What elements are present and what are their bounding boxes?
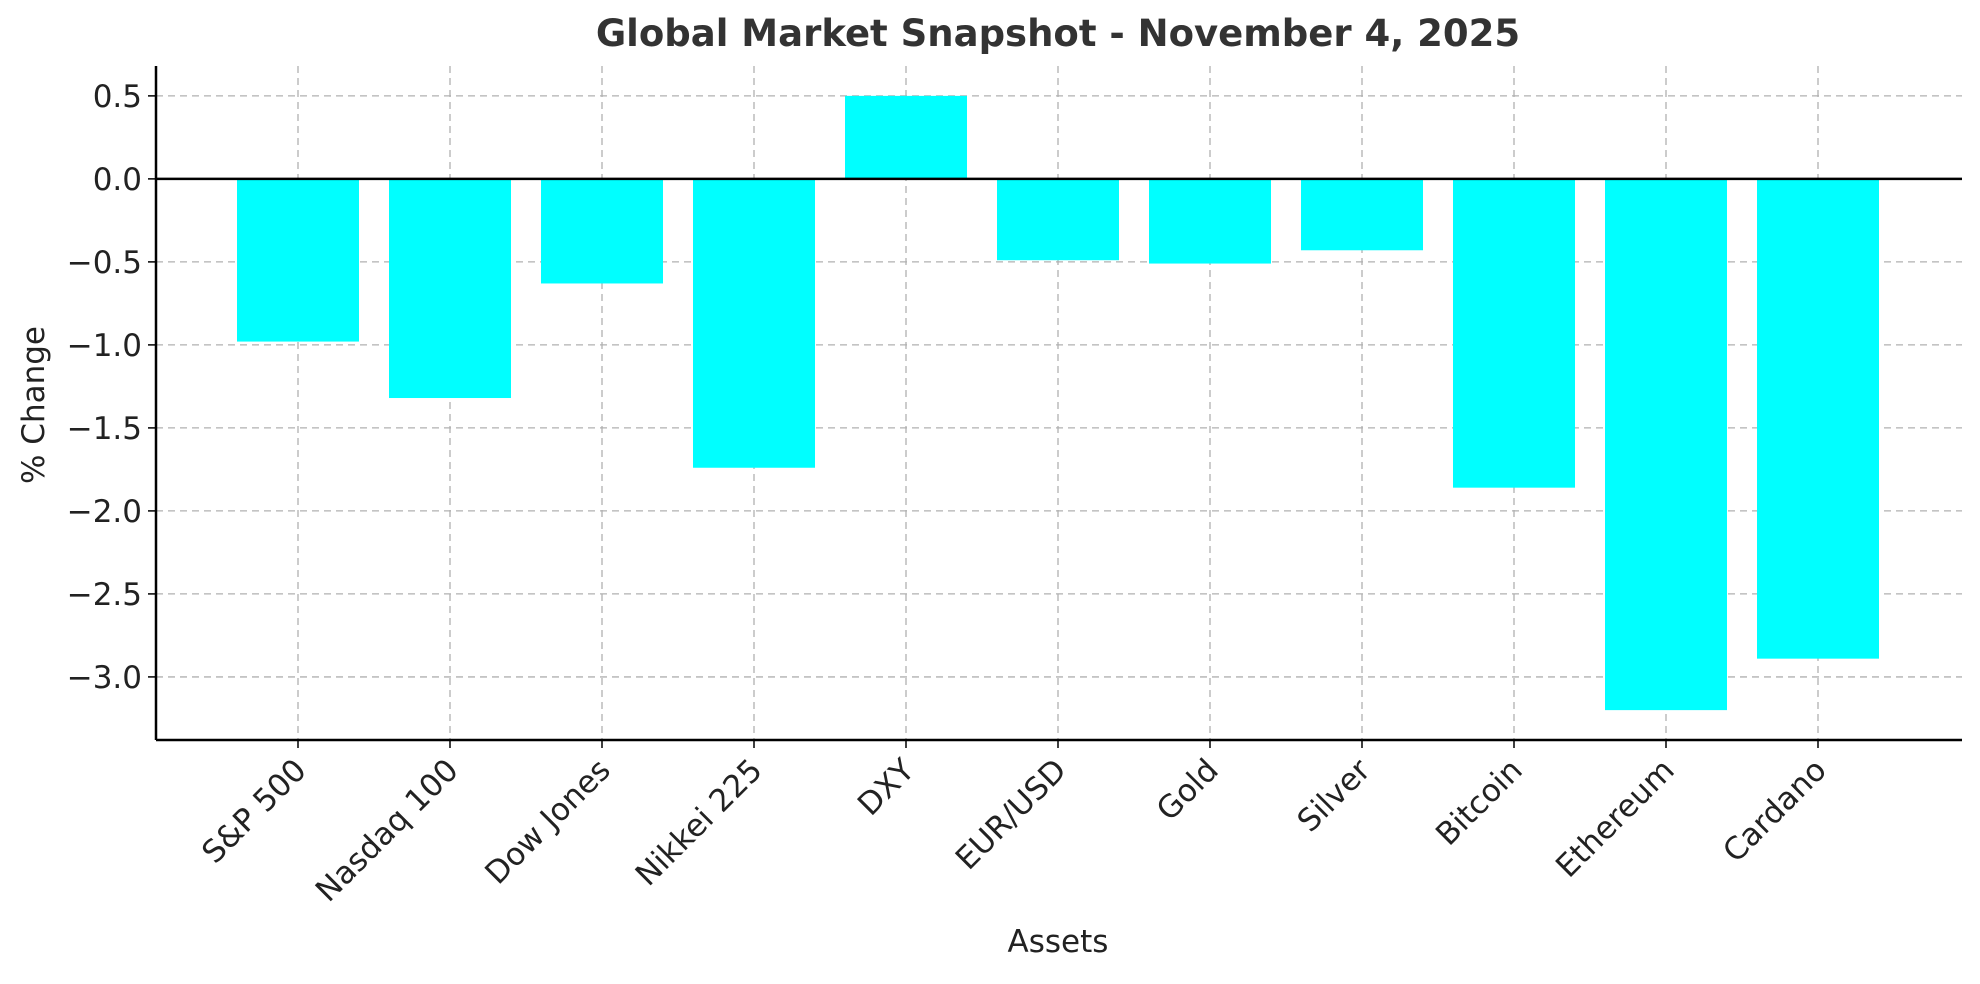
y-tick-label: −1.0 (67, 328, 142, 364)
bar (1453, 178, 1575, 488)
y-tick-label: −2.0 (67, 494, 142, 530)
bar (1757, 178, 1879, 659)
bar (1301, 178, 1423, 251)
x-axis-label: Assets (1008, 924, 1109, 960)
x-tick-label: Gold (1150, 752, 1226, 828)
bar (1149, 178, 1271, 264)
x-tick-label: Cardano (1716, 752, 1833, 869)
y-tick-label: 0.0 (93, 162, 142, 198)
y-tick-label: −0.5 (67, 245, 142, 281)
x-tick-label: Nasdaq 100 (309, 752, 466, 909)
y-tick-label: −2.5 (67, 577, 142, 613)
y-tick-label: −3.0 (67, 660, 142, 696)
y-axis-label: % Change (16, 326, 52, 484)
bars (237, 95, 1879, 711)
bar (541, 178, 663, 284)
bar (997, 178, 1119, 261)
bar (693, 178, 815, 468)
y-axis-ticks: 0.5 0.0 −0.5 −1.0 −1.5 −2.0 −2.5 −3.0 (67, 79, 156, 696)
x-tick-label: Dow Jones (478, 752, 617, 891)
y-tick-label: −1.5 (67, 411, 142, 447)
bar (1605, 178, 1727, 711)
x-tick-label: DXY (851, 752, 922, 823)
x-tick-label: Nikkei 225 (629, 752, 770, 893)
x-tick-label: Bitcoin (1429, 752, 1530, 853)
y-tick-label: 0.5 (93, 79, 142, 115)
bar (237, 178, 359, 342)
x-tick-label: EUR/USD (949, 752, 1074, 877)
x-tick-label: Ethereum (1549, 752, 1682, 885)
bar (389, 178, 511, 399)
chart-title: Global Market Snapshot - November 4, 202… (596, 12, 1520, 55)
bar (845, 95, 967, 179)
x-tick-label: Silver (1291, 752, 1378, 839)
x-tick-label: S&P 500 (195, 752, 313, 870)
